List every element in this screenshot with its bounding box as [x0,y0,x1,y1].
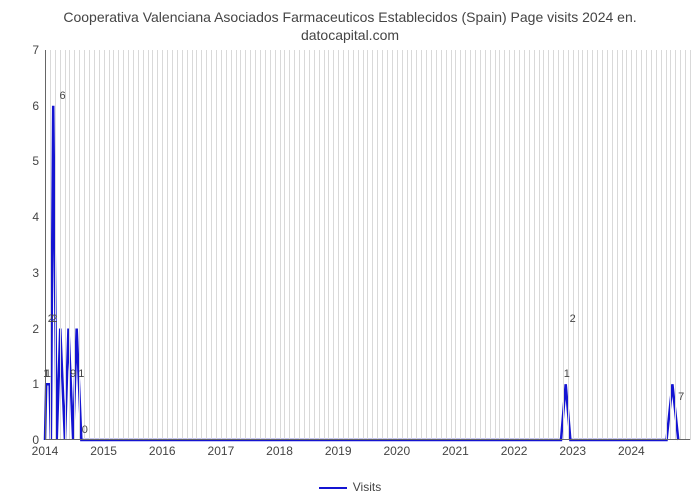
legend-swatch [319,487,347,489]
data-point-label: 6 [60,90,66,102]
data-point-label: 9 [70,368,76,380]
x-tick-label: 2016 [149,444,176,458]
x-tick-label: 2021 [442,444,469,458]
legend-label: Visits [353,480,381,494]
x-tick-label: 2019 [325,444,352,458]
y-tick-label: 1 [32,377,39,391]
data-point-label: 2 [570,313,576,325]
chart-title: Cooperativa Valenciana Asociados Farmace… [0,8,700,44]
x-tick-label: 2024 [618,444,645,458]
data-point-label: 1 [564,368,570,380]
data-point-label: 1 [45,368,51,380]
chart-title-line2: datocapital.com [301,27,399,43]
legend: Visits [0,480,700,494]
x-tick-label: 2018 [266,444,293,458]
data-point-label: 0 [82,424,88,436]
y-tick-label: 7 [32,43,39,57]
chart-title-line1: Cooperativa Valenciana Asociados Farmace… [63,9,636,25]
plot-area: 0123456720142015201620172018201920202021… [45,50,690,440]
x-tick-label: 2023 [559,444,586,458]
chart-container: Cooperativa Valenciana Asociados Farmace… [0,0,700,500]
y-tick-label: 5 [32,154,39,168]
data-point-label: 7 [678,391,684,403]
x-tick-label: 2017 [208,444,235,458]
y-tick-label: 3 [32,266,39,280]
data-point-label: 2 [51,313,57,325]
x-tick-label: 2015 [90,444,117,458]
y-tick-label: 2 [32,322,39,336]
x-tick-label: 2022 [501,444,528,458]
y-tick-label: 4 [32,210,39,224]
x-tick-label: 2020 [383,444,410,458]
data-point-label: 1 [78,368,84,380]
y-tick-label: 6 [32,99,39,113]
x-tick-label: 2014 [32,444,59,458]
